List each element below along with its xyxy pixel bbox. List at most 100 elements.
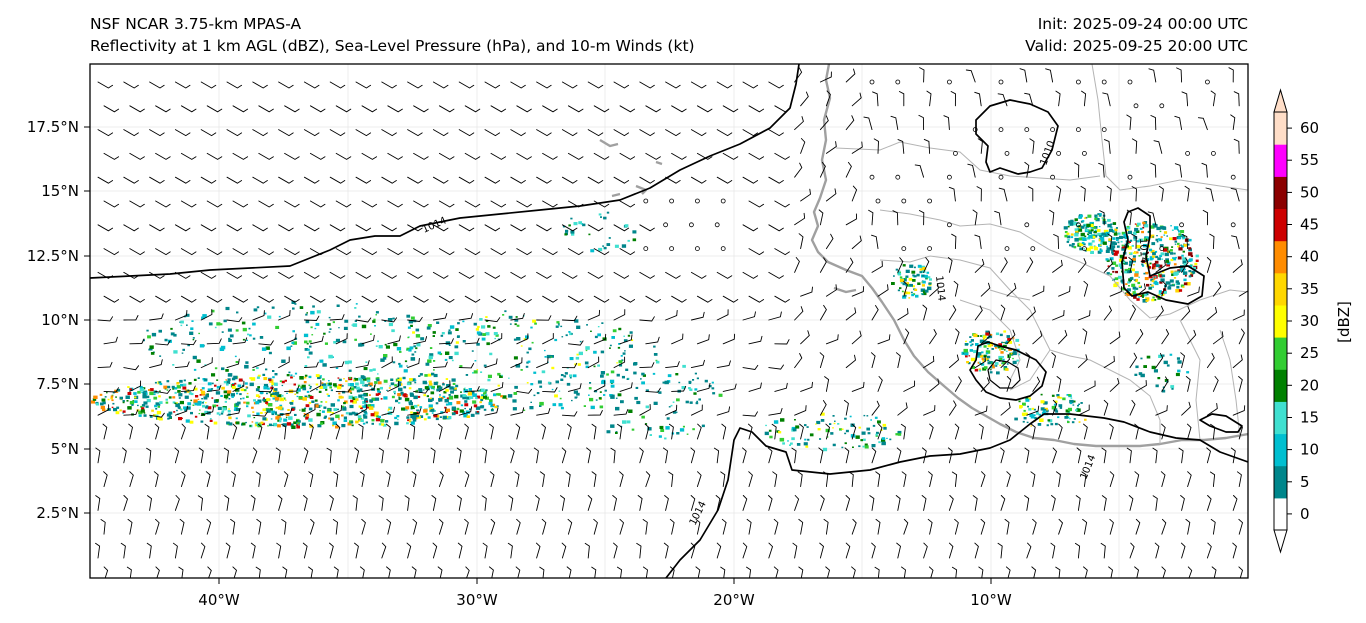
reflectivity-cell — [182, 386, 187, 390]
reflectivity-cell — [1142, 244, 1148, 248]
reflectivity-cell — [408, 320, 413, 324]
reflectivity-cell — [1153, 224, 1158, 228]
colorbar-swatch — [1274, 208, 1287, 242]
reflectivity-cell — [347, 383, 352, 387]
reflectivity-cell — [970, 339, 974, 342]
wind-barb — [1032, 376, 1041, 392]
reflectivity-cell — [497, 393, 501, 396]
reflectivity-cell — [513, 356, 518, 360]
reflectivity-cell — [308, 351, 313, 355]
reflectivity-cell — [266, 409, 271, 413]
wind-barb — [536, 129, 552, 137]
reflectivity-cell — [328, 316, 331, 319]
reflectivity-cell — [1097, 213, 1100, 215]
reflectivity-cell — [448, 344, 451, 346]
reflectivity-cell — [406, 416, 410, 419]
reflectivity-cell — [970, 344, 973, 347]
init-time: Init: 2025-09-24 00:00 UTC — [1037, 15, 1248, 33]
colorbar-extend-min — [1273, 529, 1288, 554]
reflectivity-cell — [610, 424, 615, 428]
reflectivity-cell — [330, 417, 335, 421]
wind-barb — [974, 405, 988, 416]
reflectivity-cell — [374, 413, 379, 417]
wind-barb — [278, 309, 291, 321]
reflectivity-cell — [211, 397, 214, 399]
reflectivity-cell — [1111, 241, 1116, 245]
reflectivity-cell — [645, 423, 648, 425]
reflectivity-cell — [1094, 217, 1098, 221]
reflectivity-cell — [303, 413, 306, 415]
reflectivity-cell — [481, 325, 486, 329]
reflectivity-cell — [246, 401, 250, 405]
reflectivity-cell — [628, 409, 633, 413]
wind-barb — [381, 176, 397, 184]
wind-barb — [378, 447, 384, 464]
reflectivity-cell — [1183, 243, 1187, 247]
reflectivity-cell — [355, 420, 359, 424]
wind-barb — [587, 356, 600, 369]
reflectivity-cell — [1161, 258, 1164, 260]
reflectivity-cell — [804, 438, 807, 441]
reflectivity-cell — [1113, 232, 1118, 236]
wind-barb — [516, 518, 521, 535]
reflectivity-cell — [337, 408, 339, 411]
reflectivity-cell — [1094, 214, 1098, 218]
wind-barb — [387, 105, 403, 113]
wind-barb — [1185, 518, 1191, 535]
reflectivity-cell — [1012, 357, 1014, 360]
colorbar-swatches — [1274, 112, 1287, 531]
wind-barb — [361, 200, 378, 208]
reflectivity-cell — [1027, 405, 1029, 408]
reflectivity-cell — [341, 396, 344, 399]
reflectivity-cell — [919, 268, 923, 271]
wind-barb — [180, 152, 197, 160]
wind-barb — [1077, 404, 1090, 416]
wind-barb — [432, 542, 438, 559]
reflectivity-cell — [1135, 365, 1139, 369]
wind-barb — [1049, 209, 1055, 226]
reflectivity-cell — [110, 395, 114, 398]
reflectivity-cell — [227, 410, 231, 413]
wind-barb — [690, 129, 707, 137]
reflectivity-cell — [963, 348, 968, 353]
reflectivity-cell — [1155, 384, 1159, 388]
calm-wind-marker — [1050, 174, 1055, 180]
reflectivity-cell — [376, 378, 380, 382]
wind-barb — [819, 495, 825, 511]
wind-barb — [438, 471, 444, 488]
wind-barb — [1161, 423, 1166, 440]
reflectivity-cell — [1094, 231, 1097, 234]
reflectivity-cell — [600, 371, 605, 375]
reflectivity-cell — [1160, 278, 1165, 282]
reflectivity-cell — [1131, 268, 1135, 272]
wind-barb — [567, 295, 584, 303]
reflectivity-cell — [906, 282, 909, 285]
wind-barb — [742, 364, 759, 370]
wind-barb — [355, 403, 367, 416]
reflectivity-cell — [333, 408, 338, 411]
reflectivity-cell — [645, 389, 649, 392]
reflectivity-cell — [407, 419, 410, 422]
wind-barb — [636, 542, 642, 559]
wind-barb — [845, 68, 856, 83]
reflectivity-cell — [985, 350, 991, 354]
reflectivity-cell — [1103, 229, 1109, 234]
reflectivity-cell — [292, 307, 295, 310]
reflectivity-cell — [769, 435, 773, 439]
reflectivity-cell — [305, 313, 308, 316]
reflectivity-cell — [832, 415, 835, 417]
reflectivity-cell — [268, 351, 272, 355]
wind-barb — [1032, 518, 1037, 535]
reflectivity-cell — [472, 372, 474, 374]
reflectivity-cell — [282, 397, 286, 400]
reflectivity-cell — [1070, 236, 1074, 239]
wind-barb — [825, 188, 837, 202]
wind-barb — [484, 358, 498, 369]
reflectivity-cell — [1182, 286, 1185, 288]
reflectivity-cell — [176, 409, 178, 412]
reflectivity-cell — [641, 381, 645, 385]
wind-barb — [619, 382, 633, 392]
wind-barb — [1238, 518, 1244, 535]
reflectivity-cell — [668, 406, 671, 408]
colorbar-tick-label: 20 — [1300, 376, 1319, 394]
